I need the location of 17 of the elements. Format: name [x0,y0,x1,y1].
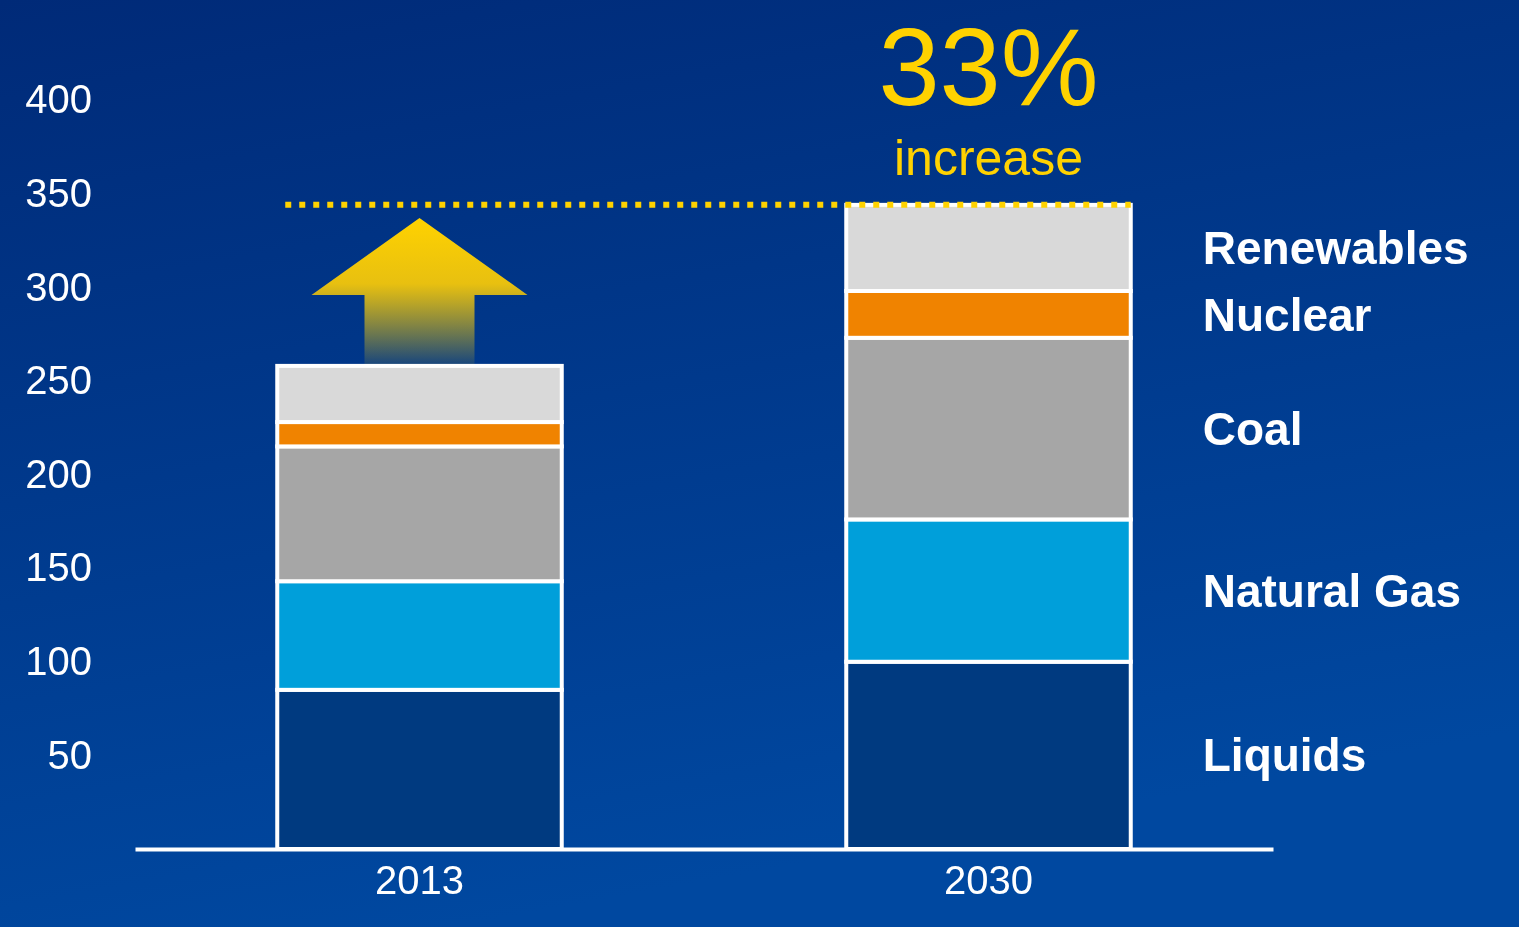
annotation: increase [894,130,1083,186]
y-tick-label: 250 [25,358,92,403]
series-label: Nuclear [1202,288,1372,341]
x-tick-label: 2013 [375,858,464,902]
y-tick-label: 50 [47,732,92,777]
y-tick-label: 350 [25,170,92,215]
y-tick-label: 300 [25,264,92,309]
y-tick-label: 150 [25,545,92,590]
y-tick-label: 200 [25,451,92,496]
y-tick-label: 100 [25,639,92,684]
series-label: Liquids [1202,729,1367,782]
series-label: Natural Gas [1202,564,1461,617]
annotation: 33% [878,5,1099,128]
y-tick-label: 400 [25,77,92,122]
series-label: Coal [1202,402,1303,455]
series-label: Renewables [1202,222,1469,275]
x-tick-label: 2030 [944,858,1033,902]
